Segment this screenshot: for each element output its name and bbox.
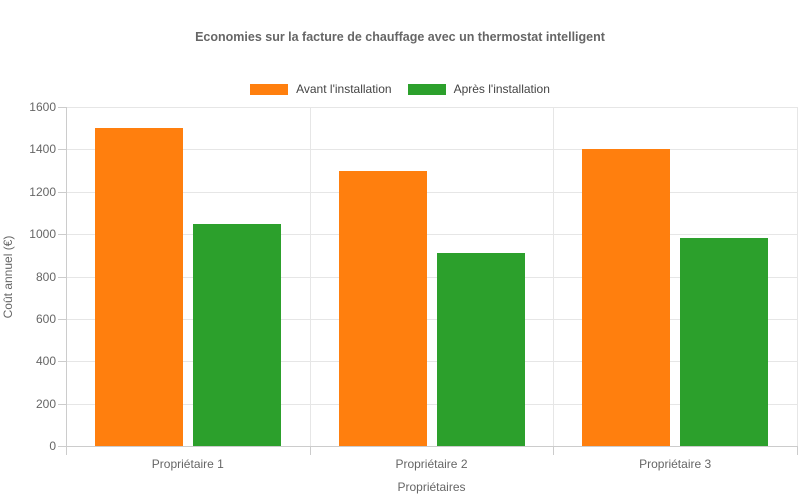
y-tick-1000 <box>58 234 66 236</box>
bar-series1-cat1 <box>94 128 183 446</box>
y-tick-label-1600: 1600 <box>29 100 56 114</box>
bar-series2-cat3 <box>680 238 769 446</box>
legend-swatch-apres-icon <box>407 83 446 95</box>
y-tick-label-1400: 1400 <box>29 142 56 157</box>
category-separator-2 <box>553 107 555 446</box>
plot-area <box>58 107 798 455</box>
y-tick-400 <box>58 361 66 363</box>
gridline-y-1200 <box>66 191 797 193</box>
x-tick-3 <box>797 446 798 455</box>
x-tick-label-2: Propriétaire 2 <box>395 457 468 471</box>
chart-title: Economies sur la facture de chauffage av… <box>195 30 605 44</box>
y-tick-label-1200: 1200 <box>29 184 56 199</box>
y-tick-600 <box>58 318 66 320</box>
plot-right-border <box>797 107 798 446</box>
y-tick-200 <box>58 403 66 405</box>
gridline-y-1600 <box>66 107 797 108</box>
gridline-y-200 <box>66 403 797 405</box>
y-tick-label-0: 0 <box>49 439 56 453</box>
y-tick-label-200: 200 <box>35 396 56 411</box>
gridline-y-1400 <box>66 149 797 151</box>
x-tick-label-3: Propriétaire 3 <box>639 457 712 471</box>
legend-label-apres: Après l'installation <box>453 82 550 96</box>
bar-series2-cat1 <box>192 223 281 446</box>
y-tick-label-1000: 1000 <box>29 227 56 242</box>
y-tick-800 <box>58 276 66 278</box>
legend-label-avant: Avant l'installation <box>296 82 392 96</box>
gridline-y-400 <box>66 361 797 363</box>
legend-item-apres[interactable]: Après l'installation <box>407 82 550 96</box>
gridline-y-600 <box>66 318 797 320</box>
legend-item-avant[interactable]: Avant l'installation <box>250 82 392 96</box>
x-tick-1 <box>309 446 311 455</box>
legend-swatch-avant-icon <box>250 83 289 95</box>
y-tick-1400 <box>58 149 66 151</box>
gridline-y-1000 <box>66 234 797 236</box>
y-tick-label-400: 400 <box>35 354 56 369</box>
y-tick-1600 <box>58 107 66 108</box>
category-separator-1 <box>309 107 311 446</box>
x-tick-2 <box>553 446 555 455</box>
y-tick-label-600: 600 <box>35 311 56 326</box>
bar-series1-cat2 <box>338 170 427 446</box>
bar-series2-cat2 <box>436 253 525 446</box>
y-tick-1200 <box>58 191 66 193</box>
bar-series1-cat3 <box>582 149 671 446</box>
gridline-y-800 <box>66 276 797 278</box>
x-tick-label-1: Propriétaire 1 <box>151 457 224 471</box>
legend: Avant l'installation Après l'installatio… <box>0 82 800 96</box>
y-tick-0 <box>58 446 66 447</box>
y-axis-line <box>66 107 67 455</box>
x-axis-title: Propriétaires <box>397 480 466 494</box>
gridline-y-0 <box>66 446 797 447</box>
y-tick-label-800: 800 <box>35 269 56 284</box>
